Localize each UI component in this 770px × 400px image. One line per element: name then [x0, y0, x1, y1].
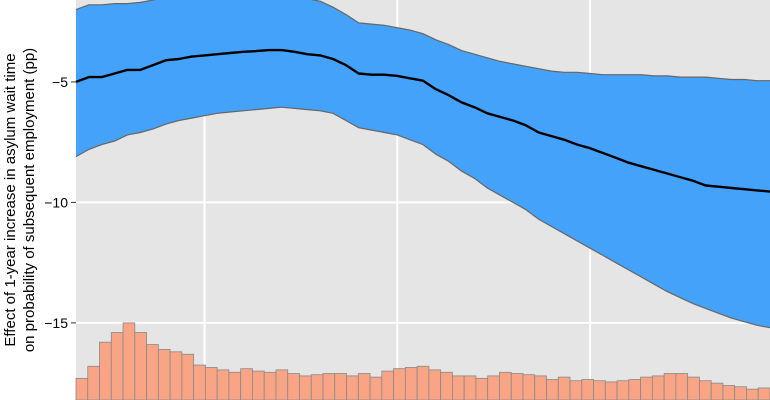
histogram-bar — [510, 373, 524, 400]
histogram-bar — [240, 368, 253, 400]
histogram-bar — [651, 375, 665, 400]
histogram-bar — [334, 373, 347, 400]
histogram-bar — [263, 371, 277, 400]
histogram-bar — [557, 376, 571, 400]
histogram-bar — [157, 348, 171, 400]
histogram-bar — [663, 373, 677, 400]
y-tick-label-2: −15 — [44, 315, 68, 331]
histogram-bar — [593, 380, 606, 400]
estimate-line — [75, 48, 770, 193]
y-axis-label-line-1: Effect of 1-year increase in asylum wait… — [2, 53, 19, 346]
histogram-bar — [581, 379, 594, 400]
histogram-bar — [604, 381, 618, 400]
histogram-bar — [546, 379, 559, 400]
histogram-bar — [204, 367, 218, 400]
histogram-bar — [122, 322, 136, 400]
histogram-bar — [134, 332, 147, 400]
histogram-bar — [346, 375, 359, 400]
histogram-layer — [75, 322, 770, 400]
confidence-band — [76, 0, 770, 328]
histogram-bar — [722, 385, 736, 400]
y-tick-label-0: −5 — [52, 74, 68, 90]
confidence-band-upper-edge — [75, 0, 770, 82]
histogram-bar — [746, 388, 759, 400]
histogram-bar — [475, 377, 489, 400]
histogram-bar — [487, 375, 500, 400]
histogram-bar — [757, 387, 770, 400]
histogram-bar — [252, 370, 265, 400]
histogram-bar — [299, 375, 312, 400]
confidence-band-lower-edge — [75, 106, 770, 329]
histogram-bar — [357, 373, 371, 400]
histogram-bar — [699, 380, 712, 400]
histogram-bar — [381, 370, 394, 400]
histogram-bar — [404, 367, 418, 400]
histogram-bar — [416, 365, 430, 400]
histogram-bar — [640, 376, 653, 400]
histogram-bar — [275, 369, 289, 400]
histogram-bar — [228, 371, 242, 400]
histogram-bar — [499, 371, 512, 400]
histogram-bar — [181, 353, 195, 400]
histogram-bar — [75, 377, 89, 400]
y-tick-label-1: −10 — [44, 194, 68, 210]
histogram-bar — [193, 364, 206, 400]
histogram-bar — [463, 375, 477, 400]
histogram-bar — [369, 376, 383, 400]
y-axis-label: Effect of 1-year increase in asylum wait… — [2, 48, 38, 352]
histogram-bar — [710, 382, 724, 400]
histogram-bar — [675, 373, 689, 400]
histogram-bar — [452, 375, 465, 400]
histogram-bar — [216, 369, 230, 400]
y-axis-label-line-2: on probability of subsequent employment … — [21, 48, 38, 352]
histogram-bar — [322, 373, 336, 400]
histogram-bar — [146, 344, 159, 400]
histogram-bar — [534, 375, 547, 400]
histogram-bar — [310, 374, 324, 400]
histogram-bar — [110, 332, 124, 400]
histogram-bar — [616, 380, 630, 400]
histogram-bar — [393, 368, 406, 400]
histogram-bar — [687, 376, 700, 400]
histogram-bar — [169, 351, 183, 400]
histogram-bar — [287, 373, 300, 400]
histogram-bar — [99, 341, 112, 400]
histogram-bar — [628, 379, 642, 400]
y-axis-ticks: −5 −10 −15 — [44, 74, 76, 331]
histogram-bar — [569, 380, 583, 400]
histogram-bar — [87, 365, 100, 400]
histogram-bar — [522, 374, 536, 400]
histogram-bar — [440, 371, 453, 400]
histogram-bar — [734, 386, 747, 400]
histogram-bar — [428, 369, 442, 400]
